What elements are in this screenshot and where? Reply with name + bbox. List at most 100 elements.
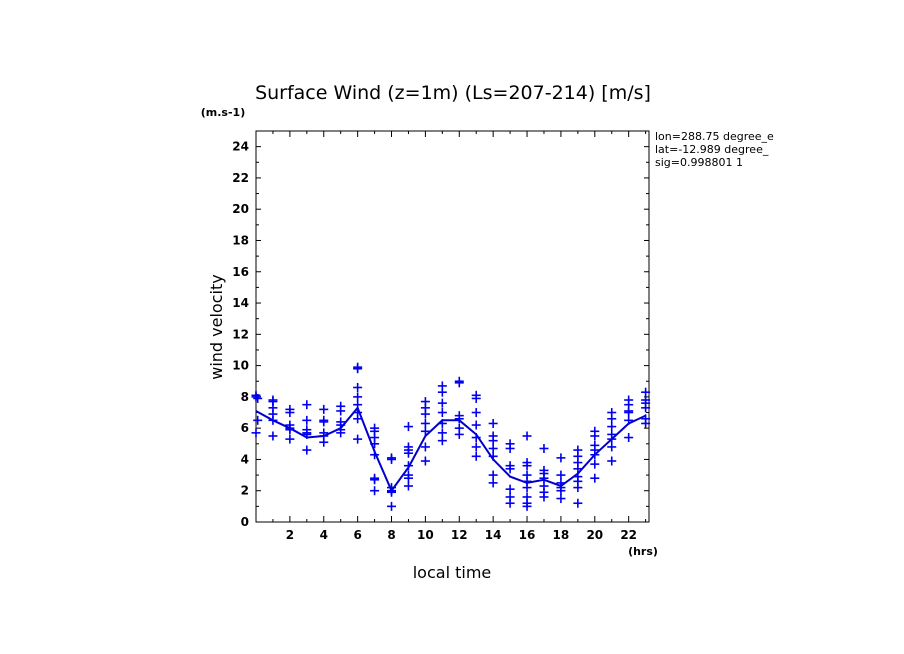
data-point <box>336 406 346 416</box>
data-point <box>437 428 447 438</box>
data-point <box>387 454 397 464</box>
y-tick-label: 10 <box>232 359 249 373</box>
x-tick-label: 16 <box>519 528 536 542</box>
data-point <box>471 393 481 403</box>
info-box: lon=288.75 degree_e lat=-12.989 degree_ … <box>655 130 774 169</box>
y-tick-label: 8 <box>241 390 249 404</box>
data-point <box>302 429 312 439</box>
data-point <box>454 378 464 388</box>
data-point <box>437 398 447 408</box>
data-point <box>488 478 498 488</box>
data-point <box>573 498 583 508</box>
data-point <box>607 414 617 424</box>
data-point <box>285 425 295 435</box>
y-tick-label: 20 <box>232 202 249 216</box>
data-point <box>353 392 363 402</box>
data-point <box>336 428 346 438</box>
plot-frame <box>255 130 650 523</box>
data-point <box>302 400 312 410</box>
data-point <box>403 461 413 471</box>
data-point <box>471 408 481 418</box>
data-point <box>505 464 515 474</box>
x-tick-label: 20 <box>586 528 603 542</box>
data-point <box>556 470 566 480</box>
data-point <box>505 443 515 453</box>
x-unit-label: (hrs) <box>628 545 658 558</box>
y-unit-label: (m.s-1) <box>201 106 245 119</box>
y-tick-label: 4 <box>241 452 249 466</box>
data-point <box>253 415 263 425</box>
data-point <box>522 461 532 471</box>
y-tick-label: 12 <box>232 327 249 341</box>
data-point <box>319 404 329 414</box>
data-point <box>253 393 263 403</box>
data-point <box>319 437 329 447</box>
data-point <box>387 501 397 511</box>
data-point <box>488 443 498 453</box>
data-point <box>302 445 312 455</box>
chart-title: Surface Wind (z=1m) (Ls=207-214) [m/s] <box>255 82 651 104</box>
x-tick-label: 12 <box>451 528 468 542</box>
data-point <box>251 392 261 402</box>
data-point <box>624 415 634 425</box>
y-tick-label: 16 <box>232 265 249 279</box>
data-point <box>488 436 498 446</box>
plot-content <box>251 362 651 511</box>
data-point <box>403 448 413 458</box>
data-point <box>488 470 498 480</box>
y-tick-label: 22 <box>232 171 249 185</box>
data-point <box>573 464 583 474</box>
data-point <box>607 434 617 444</box>
data-point <box>539 443 549 453</box>
data-point <box>420 426 430 436</box>
data-point <box>420 418 430 428</box>
data-point <box>302 415 312 425</box>
data-point <box>353 382 363 392</box>
data-point <box>268 415 278 425</box>
info-lat: lat=-12.989 degree_ <box>655 143 769 156</box>
data-point <box>573 483 583 493</box>
mean-line <box>255 405 647 493</box>
y-tick-label: 2 <box>241 484 249 498</box>
data-point <box>370 439 380 449</box>
data-point <box>454 414 464 424</box>
data-point <box>488 451 498 461</box>
data-point <box>353 434 363 444</box>
y-axis-label: wind velocity <box>207 274 226 379</box>
data-point <box>539 492 549 502</box>
x-tick-label: 6 <box>353 528 361 542</box>
data-point <box>522 501 532 511</box>
data-point <box>590 450 600 460</box>
data-point <box>353 414 363 424</box>
data-point <box>539 473 549 483</box>
x-tick-label: 8 <box>387 528 395 542</box>
data-point <box>387 487 397 497</box>
x-tick-label: 10 <box>417 528 434 542</box>
data-point <box>590 473 600 483</box>
data-point <box>522 483 532 493</box>
ticks <box>256 131 649 523</box>
data-point <box>471 442 481 452</box>
y-tick-label: 24 <box>232 140 249 154</box>
data-point <box>319 417 329 427</box>
x-tick-label: 22 <box>620 528 637 542</box>
data-point <box>403 422 413 432</box>
data-point <box>505 484 515 494</box>
data-point <box>624 408 634 418</box>
x-tick-label: 18 <box>553 528 570 542</box>
data-point <box>403 481 413 491</box>
data-point <box>420 442 430 452</box>
data-point <box>590 431 600 441</box>
data-point <box>471 433 481 443</box>
y-tick-label: 6 <box>241 421 249 435</box>
data-point <box>437 408 447 418</box>
data-point <box>420 456 430 466</box>
data-point <box>370 486 380 496</box>
data-point <box>505 498 515 508</box>
info-sig: sig=0.998801 1 <box>655 156 743 169</box>
data-point <box>556 453 566 463</box>
data-point <box>437 436 447 446</box>
y-tick-label: 18 <box>232 233 249 247</box>
